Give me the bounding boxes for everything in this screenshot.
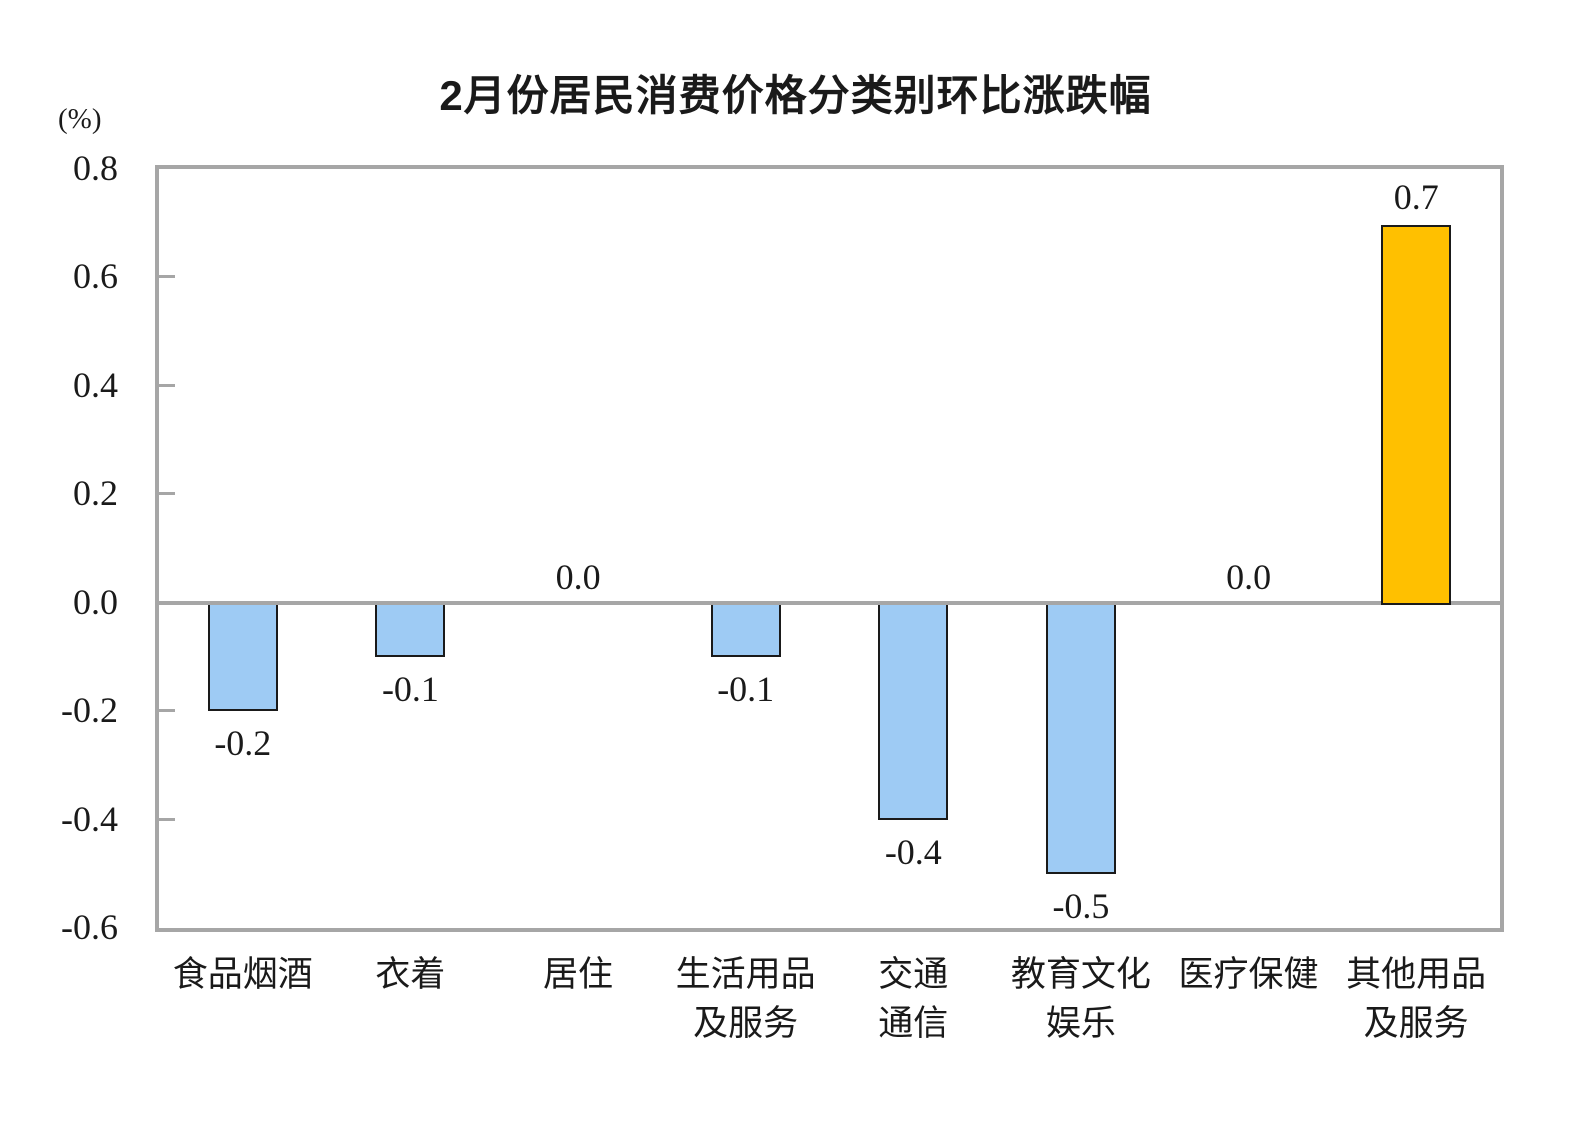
plot-area: [155, 165, 1504, 932]
value-label: -0.4: [884, 831, 942, 872]
value-label: 0.0: [555, 556, 601, 597]
chart-title: 2月份居民消费价格分类别环比涨跌幅: [439, 72, 1152, 119]
y-tick-label: 0.4: [73, 364, 118, 405]
x-category-label: 交通 通信: [878, 955, 949, 1043]
value-label: 0.0: [1226, 556, 1272, 597]
value-label: -0.1: [717, 668, 775, 709]
y-tick-mark: [159, 492, 175, 496]
y-tick-label: -0.6: [61, 907, 118, 947]
y-tick-label: -0.2: [61, 690, 118, 731]
x-category-label: 衣着: [375, 955, 446, 994]
bar: [207, 604, 278, 712]
value-label: -0.2: [214, 723, 272, 764]
value-label: 0.7: [1393, 177, 1439, 218]
value-label: -0.1: [381, 668, 439, 709]
value-label: -0.5: [1052, 885, 1110, 926]
bar: [710, 604, 781, 657]
y-tick-mark: [159, 709, 175, 713]
bar: [878, 604, 949, 820]
y-tick-label: -0.4: [61, 798, 118, 839]
zero-baseline: [159, 600, 1500, 605]
bar: [1381, 225, 1452, 605]
x-category-label: 居住: [543, 955, 614, 994]
y-tick-label: 0.2: [73, 473, 118, 514]
x-category-label: 医疗保健: [1178, 955, 1319, 994]
x-category-label: 食品烟酒: [172, 955, 313, 994]
x-category-label: 其他用品 及服务: [1346, 955, 1487, 1043]
y-tick-label: 0.0: [73, 581, 118, 622]
x-category-label: 教育文化 娱乐: [1010, 955, 1151, 1043]
x-category-label: 生活用品 及服务: [675, 955, 816, 1043]
y-tick-mark: [159, 383, 175, 387]
y-tick-label: 0.6: [73, 256, 118, 297]
bar: [375, 604, 446, 657]
y-tick-mark: [159, 817, 175, 821]
bar: [1045, 604, 1116, 874]
y-tick-mark: [159, 275, 175, 279]
y-axis-unit-label: (%): [58, 103, 102, 135]
y-tick-label: 0.8: [73, 148, 118, 188]
